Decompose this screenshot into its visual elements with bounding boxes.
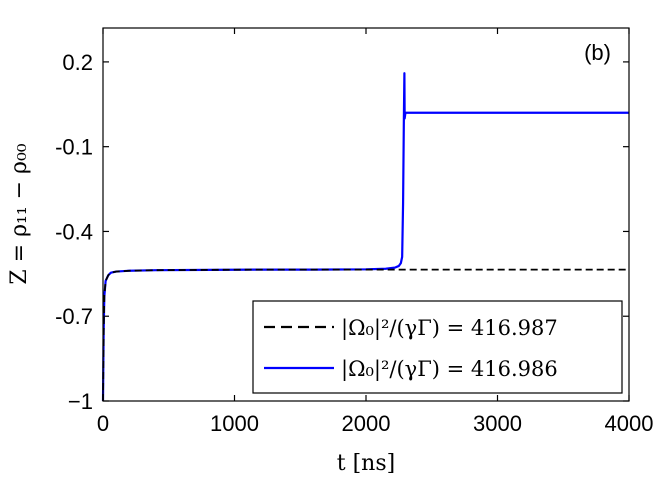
legend-entry-1: |Ω₀|²/(γΓ) = 416.987: [341, 316, 558, 341]
legend-entry-2: |Ω₀|²/(γΓ) = 416.986: [341, 357, 558, 382]
panel-label: (b): [584, 40, 611, 65]
x-axis-label: t [ns]: [337, 451, 395, 476]
y-tick-label-4: -0.7: [55, 304, 93, 329]
series-layer: [101, 72, 629, 402]
y-tick-label-1: 0.2: [62, 50, 93, 75]
y-tick-label-2: -0.1: [55, 135, 93, 160]
x-tick-label-2: 1000: [210, 411, 259, 436]
y-tick-label-5: −1: [68, 389, 93, 414]
x-tick-label-1: 0: [97, 411, 109, 436]
ticks-layer: 0 1000 2000 3000 4000 0.2 -0.1 -0.4 -0.7 −1: [55, 28, 653, 436]
series-line-1: [102, 268, 629, 402]
y-tick-label-3: -0.4: [55, 219, 93, 244]
x-tick-label-3: 2000: [342, 411, 391, 436]
legend-box: [252, 300, 623, 394]
legend: |Ω₀|²/(γΓ) = 416.987 |Ω₀|²/(γΓ) = 416.98…: [252, 300, 623, 394]
x-tick-label-5: 4000: [605, 411, 654, 436]
x-tick-label-4: 3000: [473, 411, 522, 436]
y-axis-label: Z = ρ₁₁ − ρ₀₀: [7, 143, 32, 284]
